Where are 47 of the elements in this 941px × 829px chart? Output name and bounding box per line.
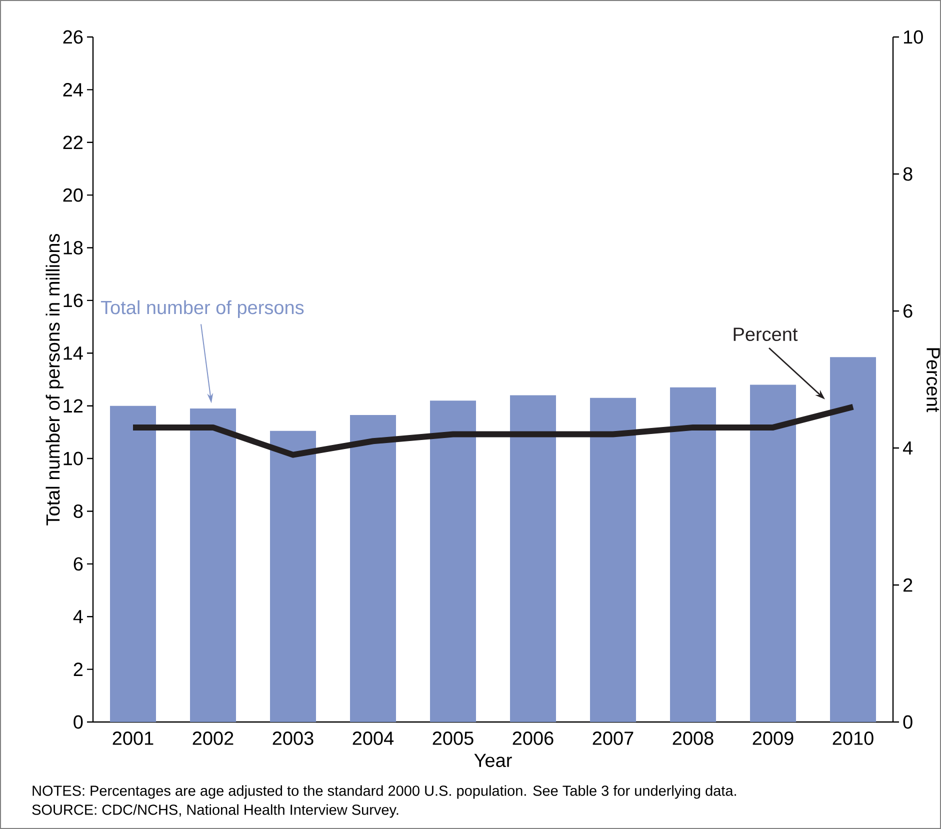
y2-tick-label: 6 bbox=[904, 304, 912, 318]
bar bbox=[510, 395, 556, 722]
y-tick-label: 20 bbox=[63, 188, 83, 202]
y-tick-label: 6 bbox=[74, 557, 83, 571]
bar bbox=[430, 400, 476, 722]
bar bbox=[190, 408, 236, 722]
y-tick-label: 0 bbox=[74, 715, 83, 729]
x-tick-label: 2004 bbox=[352, 732, 394, 745]
x-tick-label: 2002 bbox=[192, 732, 234, 745]
x-tick-label: 2009 bbox=[752, 732, 794, 745]
x-tick-label: 2005 bbox=[432, 732, 474, 745]
y-tick-label: 10 bbox=[64, 452, 83, 466]
y-tick-label: 4 bbox=[73, 610, 83, 624]
bar bbox=[670, 387, 716, 722]
y2-tick-label: 0 bbox=[903, 715, 912, 729]
x-tick-label: 2008 bbox=[672, 732, 714, 745]
y-tick-label: 24 bbox=[63, 83, 83, 96]
y-tick-label: 8 bbox=[74, 504, 83, 518]
y2-tick-label: 4 bbox=[902, 441, 913, 455]
source-note: SOURCE: CDC/NCHS, National Health Interview Survey. bbox=[32, 804, 398, 818]
x-tick-label: 2010 bbox=[832, 732, 874, 745]
text: Percent bbox=[734, 328, 798, 342]
x-tick-label: 2006 bbox=[512, 732, 554, 745]
y2-tick-label: 10 bbox=[904, 30, 923, 44]
x-tick-label: 2001 bbox=[112, 732, 154, 745]
y-axis-title: Total number of persons in millions bbox=[46, 234, 64, 526]
bar bbox=[350, 415, 396, 722]
text: Total number of persons bbox=[100, 300, 304, 318]
bar bbox=[110, 406, 156, 722]
bar bbox=[590, 398, 636, 722]
y-tick-label: 2 bbox=[74, 662, 83, 676]
x-axis-title: Year bbox=[474, 754, 512, 768]
x-tick-label: 2003 bbox=[272, 732, 314, 745]
y2-tick-label: 8 bbox=[903, 167, 912, 181]
y-tick-label: 26 bbox=[63, 30, 83, 44]
x-tick-label: 2007 bbox=[592, 732, 634, 745]
y-tick-label: 18 bbox=[64, 241, 83, 254]
y2-tick-label: 2 bbox=[904, 578, 912, 592]
y-tick-label: 22 bbox=[63, 136, 83, 150]
bar bbox=[750, 384, 796, 722]
bar bbox=[270, 430, 316, 722]
y-tick-label: 14 bbox=[64, 346, 83, 360]
y2-axis-title: Percent bbox=[926, 348, 940, 412]
text: NOTES: Percentages are age adjusted to the standard 2000 U.S. population. See Table 3 for underlying data. bbox=[32, 785, 736, 799]
bar bbox=[830, 357, 876, 722]
y-tick-label: 12 bbox=[64, 399, 83, 412]
y-tick-label: 16 bbox=[64, 294, 83, 308]
